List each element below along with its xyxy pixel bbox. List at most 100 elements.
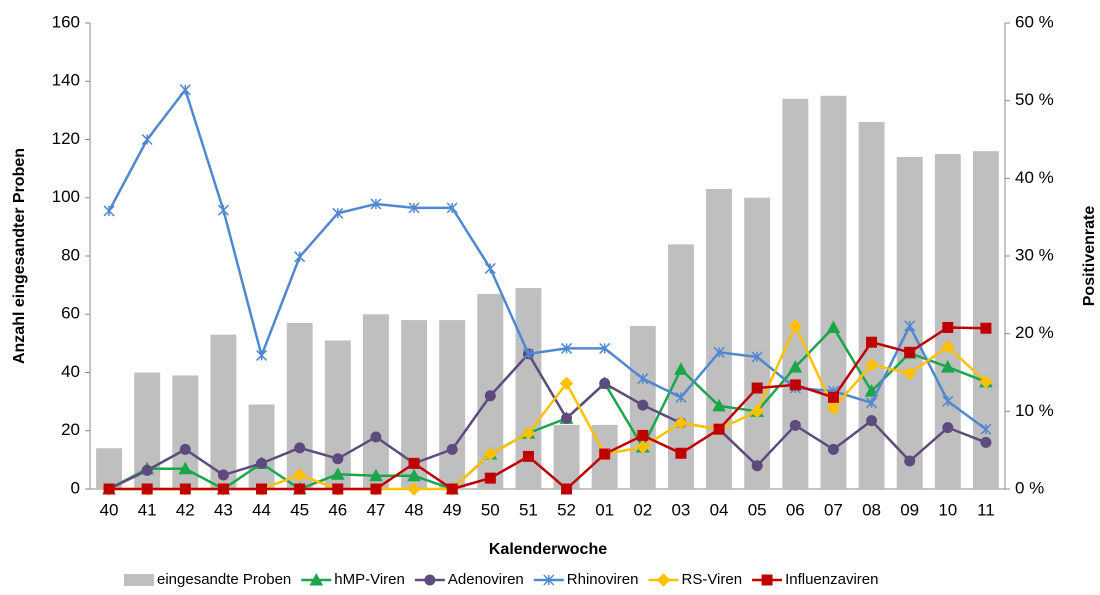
marker bbox=[788, 319, 803, 333]
marker bbox=[407, 482, 421, 496]
marker bbox=[294, 442, 306, 454]
legend-label: Adenoviren bbox=[448, 571, 524, 588]
line bbox=[108, 351, 987, 491]
x-tick-label: 07 bbox=[824, 500, 843, 519]
y2-tick-label: 60 % bbox=[1015, 12, 1054, 31]
y2-tick-label: 50 % bbox=[1015, 90, 1054, 109]
y-tick-label: 140 bbox=[52, 71, 80, 90]
marker bbox=[559, 376, 574, 391]
y-tick-label: 40 bbox=[61, 362, 80, 381]
x-tick-label: 46 bbox=[328, 500, 347, 519]
x-tick-label: 04 bbox=[710, 500, 729, 519]
marker bbox=[979, 375, 993, 389]
x-tick-label: 11 bbox=[977, 500, 995, 519]
marker bbox=[483, 447, 498, 461]
marker bbox=[446, 443, 458, 455]
marker bbox=[141, 464, 153, 476]
y2-tick-label: 0 % bbox=[1015, 478, 1044, 497]
legend-marker bbox=[656, 573, 671, 587]
bar bbox=[248, 404, 275, 489]
marker bbox=[789, 419, 801, 431]
marker bbox=[332, 453, 344, 465]
marker bbox=[789, 379, 801, 391]
marker bbox=[637, 399, 649, 411]
line bbox=[107, 87, 987, 431]
marker bbox=[256, 483, 268, 495]
bar bbox=[706, 189, 733, 489]
marker bbox=[636, 440, 650, 454]
bar bbox=[210, 334, 237, 489]
marker bbox=[332, 207, 344, 219]
marker bbox=[179, 483, 191, 495]
marker bbox=[864, 384, 879, 397]
marker bbox=[713, 346, 725, 358]
marker bbox=[217, 469, 229, 481]
bar bbox=[362, 314, 389, 489]
x-tick-label: 43 bbox=[214, 500, 233, 519]
marker bbox=[484, 390, 496, 402]
marker bbox=[940, 360, 955, 373]
y-tick-label: 100 bbox=[52, 187, 80, 206]
marker bbox=[292, 468, 307, 482]
legend-marker bbox=[761, 574, 773, 586]
marker bbox=[332, 483, 344, 495]
x-tick-label: 49 bbox=[443, 500, 462, 519]
marker bbox=[637, 429, 649, 441]
marker bbox=[330, 467, 345, 480]
marker bbox=[980, 423, 992, 435]
y2-tick-label: 20 % bbox=[1015, 323, 1054, 342]
y-axis-title: Anzahl eingesandter Proben bbox=[11, 148, 28, 364]
marker bbox=[788, 360, 803, 373]
x-axis-title: Kalenderwoche bbox=[489, 541, 607, 558]
marker bbox=[141, 483, 153, 495]
marker bbox=[980, 322, 992, 334]
y-tick-label: 80 bbox=[61, 245, 80, 264]
y-tick-label: 60 bbox=[61, 304, 80, 323]
bar bbox=[553, 424, 580, 489]
x-tick-label: 44 bbox=[252, 500, 271, 519]
x-tick-label: 03 bbox=[671, 500, 690, 519]
marker bbox=[484, 472, 496, 484]
x-tick-label: 47 bbox=[366, 500, 385, 519]
y2-tick-label: 30 % bbox=[1015, 245, 1054, 264]
legend: eingesandte Proben hMP-Viren Adenoviren Rhi… bbox=[124, 571, 878, 588]
marker bbox=[561, 483, 573, 495]
marker bbox=[864, 358, 879, 372]
marker bbox=[902, 366, 917, 380]
marker bbox=[179, 443, 191, 455]
x-tick-label: 40 bbox=[100, 500, 119, 519]
marker bbox=[866, 397, 878, 409]
marker bbox=[141, 133, 153, 146]
x-tick-label: 09 bbox=[900, 500, 919, 519]
marker bbox=[370, 431, 382, 443]
legend-marker bbox=[309, 572, 324, 586]
marker bbox=[103, 483, 115, 495]
legend-marker bbox=[424, 574, 436, 586]
marker bbox=[103, 205, 115, 217]
x-tick-label: 02 bbox=[633, 500, 652, 519]
y2-tick-label: 10 % bbox=[1015, 401, 1054, 420]
marker bbox=[522, 348, 534, 360]
marker bbox=[179, 84, 191, 96]
legend-swatch bbox=[124, 574, 154, 586]
marker bbox=[561, 342, 573, 354]
marker bbox=[713, 423, 725, 435]
marker bbox=[826, 320, 841, 333]
legend-marker bbox=[543, 574, 555, 586]
marker bbox=[675, 391, 687, 403]
marker bbox=[826, 401, 841, 415]
marker bbox=[942, 422, 954, 434]
marker bbox=[904, 320, 916, 332]
y-tick-label: 20 bbox=[61, 420, 80, 439]
line bbox=[109, 326, 986, 491]
bar bbox=[820, 95, 847, 489]
x-tick-label: 01 bbox=[595, 500, 614, 519]
bar bbox=[324, 340, 351, 489]
marker bbox=[408, 202, 420, 214]
marker bbox=[751, 351, 763, 363]
legend-label: eingesandte Proben bbox=[157, 571, 291, 588]
marker bbox=[256, 457, 268, 469]
marker bbox=[370, 483, 382, 495]
x-tick-label: 41 bbox=[138, 500, 157, 519]
